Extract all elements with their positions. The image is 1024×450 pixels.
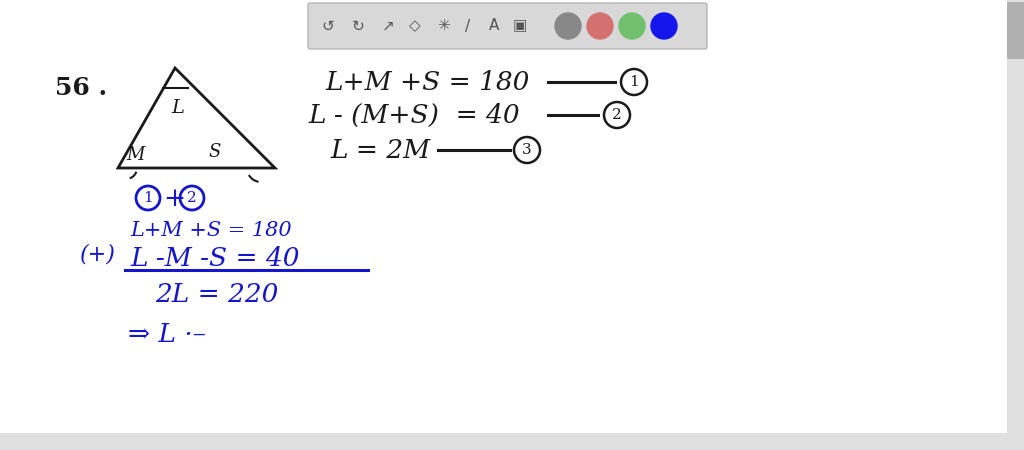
- Text: M: M: [126, 146, 144, 164]
- Circle shape: [618, 13, 645, 39]
- Text: L+M +S = 180: L+M +S = 180: [325, 69, 529, 94]
- Text: 3: 3: [522, 143, 531, 157]
- Text: ↻: ↻: [351, 18, 365, 33]
- Bar: [0, 433, 1007, 450]
- Text: 2: 2: [612, 108, 622, 122]
- Text: 56 .: 56 .: [55, 76, 108, 100]
- Circle shape: [555, 13, 581, 39]
- Text: S: S: [209, 143, 221, 161]
- Text: 1: 1: [143, 191, 153, 205]
- Text: L+M +S = 180: L+M +S = 180: [130, 220, 292, 239]
- FancyBboxPatch shape: [1007, 2, 1024, 59]
- Text: +: +: [164, 185, 195, 211]
- Text: ↺: ↺: [322, 18, 335, 33]
- Text: ↗: ↗: [382, 18, 394, 33]
- Text: A: A: [488, 18, 499, 33]
- Bar: [1007, 0, 1024, 450]
- Text: ⇒ L ·–: ⇒ L ·–: [128, 323, 206, 347]
- FancyBboxPatch shape: [308, 3, 707, 49]
- Text: 2L = 220: 2L = 220: [155, 283, 279, 307]
- Circle shape: [651, 13, 677, 39]
- Text: 1: 1: [629, 75, 639, 89]
- Text: L -M -S = 40: L -M -S = 40: [130, 246, 299, 270]
- Text: /: /: [466, 18, 471, 33]
- Text: 2: 2: [187, 191, 197, 205]
- Circle shape: [587, 13, 613, 39]
- Text: ▣: ▣: [513, 18, 527, 33]
- Text: L - (M+S)  = 40: L - (M+S) = 40: [308, 103, 519, 127]
- Text: ◇: ◇: [410, 18, 421, 33]
- Text: (+): (+): [80, 244, 116, 266]
- Text: L = 2M: L = 2M: [330, 138, 430, 162]
- Text: L: L: [171, 99, 184, 117]
- Text: ✳: ✳: [436, 18, 450, 33]
